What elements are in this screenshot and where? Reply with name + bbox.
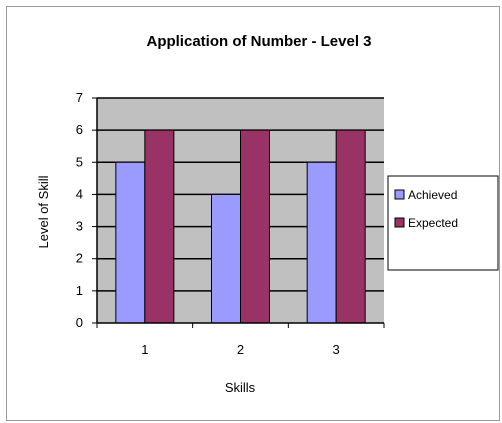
x-tick-label: 3: [333, 342, 340, 357]
bar-achieved-2: [211, 193, 241, 324]
bar-achieved-3: [306, 161, 337, 324]
y-tick-label: 1: [76, 283, 83, 298]
y-tick-label: 4: [76, 186, 83, 201]
legend-label-expected: Expected: [408, 216, 458, 230]
y-tick-label: 0: [76, 315, 83, 330]
y-tick-label: 5: [76, 154, 83, 169]
bar-expected-1: [144, 129, 175, 324]
legend-swatch-achieved: [394, 189, 405, 200]
y-tick-label: 7: [76, 90, 83, 105]
bar-expected-3: [335, 129, 366, 324]
y-axis-label: Level of Skill: [36, 175, 51, 248]
y-tick-label: 6: [76, 122, 83, 137]
chart-title: Application of Number - Level 3: [146, 33, 371, 50]
bar-expected-2: [240, 129, 270, 324]
y-tick-label: 3: [76, 219, 83, 234]
x-axis-label: Skills: [225, 380, 256, 395]
legend-label-achieved: Achieved: [408, 188, 457, 202]
y-tick-label: 2: [76, 251, 83, 266]
bar-achieved-1: [115, 161, 146, 324]
x-tick-label: 1: [141, 342, 148, 357]
x-tick-label: 2: [237, 342, 244, 357]
legend-swatch-expected: [394, 217, 405, 228]
legend-box: [387, 175, 499, 271]
